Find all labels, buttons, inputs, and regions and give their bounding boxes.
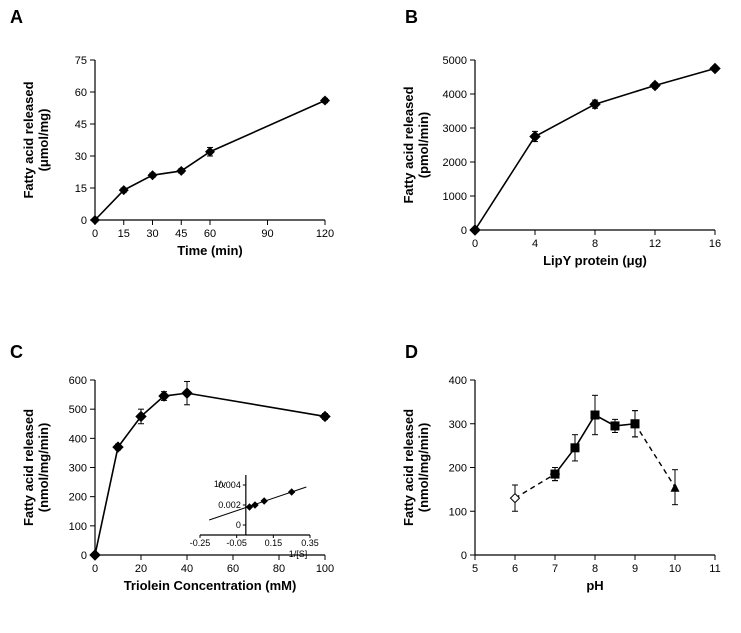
- svg-text:8: 8: [592, 563, 598, 575]
- svg-text:100: 100: [449, 506, 467, 518]
- svg-text:300: 300: [449, 419, 467, 431]
- svg-text:400: 400: [449, 375, 467, 387]
- svg-text:0: 0: [461, 550, 467, 562]
- svg-text:200: 200: [449, 463, 467, 475]
- svg-text:Fatty acid released: Fatty acid released: [401, 409, 416, 526]
- svg-text:5: 5: [472, 563, 478, 575]
- svg-text:6: 6: [512, 563, 518, 575]
- svg-text:7: 7: [552, 563, 558, 575]
- panel-d: 5 6 7 8 9 10 11 0 100 200 300 400 pH Fatty acid relea…: [0, 0, 741, 633]
- svg-text:11: 11: [709, 563, 720, 575]
- chart-d: 5 6 7 8 9 10 11 0 100 200 300 400 pH Fatty acid relea…: [0, 0, 741, 633]
- svg-text:9: 9: [632, 563, 638, 575]
- svg-text:(nmol/mg/min): (nmol/mg/min): [416, 423, 431, 513]
- svg-text:pH: pH: [586, 578, 603, 593]
- svg-text:10: 10: [669, 563, 681, 575]
